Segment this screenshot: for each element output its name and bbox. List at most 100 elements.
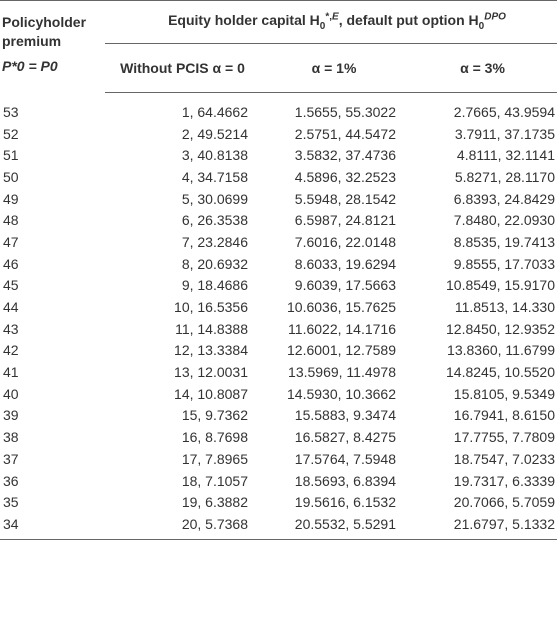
header-premium-symbol: P*0 = P0 (2, 58, 58, 74)
premium-cell: 39 (3, 407, 19, 424)
header-col-without-pcis-label: Without PCIS α = 0 (120, 60, 245, 76)
header-policyholder-premium-label: Policyholder premium (2, 14, 87, 49)
alpha-3-cell: 6.8393, 24.8429 (453, 190, 555, 207)
alpha-3-cell: 10.8549, 15.9170 (446, 277, 555, 294)
alpha-1-cell: 16.5827, 8.4275 (294, 429, 396, 446)
premium-cell: 44 (3, 299, 19, 316)
table-row: 41 13, 12.0031 13.5969, 11.4978 14.8245, 10… (0, 361, 557, 383)
premium-cell: 34 (0, 513, 105, 540)
header-col-alpha-3-label: α = 3% (460, 60, 505, 76)
alpha-3-cell: 8.8535, 19.7413 (453, 233, 555, 250)
premium-cell: 48 (3, 212, 19, 229)
alpha-3-cell: 13.8360, 11.6799 (447, 342, 555, 359)
without-pcis-cell: 1, 64.4662 (181, 103, 248, 120)
alpha-3-cell: 12.8450, 12.9352 (446, 320, 555, 337)
table-row: 49 5, 30.0699 5.5948, 28.1542 6.8393, 24.84… (0, 188, 557, 210)
premium-cell: 37 (3, 450, 19, 467)
without-pcis-cell: 10, 16.5356 (174, 299, 248, 316)
table-row: 44 10, 16.5356 10.6036, 15.7625 11.8513, 14… (0, 296, 557, 318)
alpha-1-cell: 8.6033, 19.6294 (294, 255, 396, 272)
table-body: 53 1, 64.4662 1.5655, 55.3022 2.7665, 43.95… (0, 93, 557, 540)
without-pcis-cell: 7, 23.2846 (181, 233, 248, 250)
table-row: 38 16, 8.7698 16.5827, 8.4275 17.7755, 7.78… (0, 426, 557, 448)
alpha-1-cell: 12.6001, 12.7589 (287, 342, 396, 359)
premium-cell: 47 (3, 233, 19, 250)
without-pcis-cell: 19, 6.3882 (181, 494, 248, 511)
premium-cell: 40 (3, 385, 19, 402)
without-pcis-cell: 16, 8.7698 (181, 429, 248, 446)
premium-cell: 45 (3, 277, 19, 294)
without-pcis-cell: 17, 7.8965 (181, 450, 248, 467)
alpha-1-cell: 14.5930, 10.3662 (287, 385, 396, 402)
table-row: 36 18, 7.1057 18.5693, 6.8394 19.7317, 6.33… (0, 470, 557, 492)
alpha-1-cell: 2.5751, 44.5472 (294, 125, 396, 142)
alpha-3-cell: 21.6797, 5.1332 (408, 513, 557, 540)
premium-cell: 35 (3, 494, 19, 511)
without-pcis-cell: 3, 40.8138 (181, 147, 248, 164)
table-row: 46 8, 20.6932 8.6033, 19.6294 9.8555, 17.70… (0, 253, 557, 275)
table-row: 47 7, 23.2846 7.6016, 22.0148 8.8535, 19.74… (0, 231, 557, 253)
table-row: 34 20, 5.7368 20.5532, 5.5291 21.6797, 5.13… (0, 513, 557, 540)
alpha-1-cell: 13.5969, 11.4978 (288, 364, 396, 381)
without-pcis-cell: 8, 20.6932 (181, 255, 248, 272)
table-row: 50 4, 34.7158 4.5896, 32.2523 5.8271, 28.11… (0, 166, 557, 188)
without-pcis-cell: 13, 12.0031 (174, 364, 248, 381)
alpha-1-cell: 10.6036, 15.7625 (287, 299, 396, 316)
alpha-3-cell: 17.7755, 7.7809 (453, 429, 555, 446)
table-row: 53 1, 64.4662 1.5655, 55.3022 2.7665, 43.95… (0, 93, 557, 123)
without-pcis-cell: 2, 49.5214 (181, 125, 248, 142)
table-row: 51 3, 40.8138 3.5832, 37.4736 4.8111, 32.11… (0, 144, 557, 166)
alpha-3-cell: 19.7317, 6.3339 (453, 472, 555, 489)
header-group-title: Equity holder capital H0*,E, default put… (105, 0, 557, 44)
table-row: 40 14, 10.8087 14.5930, 10.3662 15.8105, 9.… (0, 383, 557, 405)
alpha-3-cell: 11.8513, 14.330 (454, 299, 555, 316)
alpha-3-cell: 4.8111, 32.1141 (456, 147, 555, 164)
alpha-3-cell: 16.7941, 8.6150 (453, 407, 555, 424)
premium-cell: 42 (3, 342, 19, 359)
alpha-3-cell: 7.8480, 22.0930 (453, 212, 555, 229)
premium-cell: 52 (3, 125, 19, 142)
table-row: 35 19, 6.3882 19.5616, 6.1532 20.7066, 5.70… (0, 491, 557, 513)
table-row: 42 12, 13.3384 12.6001, 12.7589 13.8360, 11… (0, 340, 557, 362)
table-row: 37 17, 7.8965 17.5764, 7.5948 18.7547, 7.02… (0, 448, 557, 470)
alpha-3-cell: 15.8105, 9.5349 (453, 385, 555, 402)
without-pcis-cell: 18, 7.1057 (181, 472, 248, 489)
alpha-3-cell: 14.8245, 10.5520 (446, 364, 555, 381)
alpha-1-cell: 15.5883, 9.3474 (294, 407, 396, 424)
alpha-3-cell: 5.8271, 28.1170 (454, 168, 555, 185)
header-col-alpha-1: α = 1% (260, 43, 408, 93)
without-pcis-cell: 14, 10.8087 (174, 385, 248, 402)
alpha-1-cell: 20.5532, 5.5291 (260, 513, 408, 540)
table-row: 45 9, 18.4686 9.6039, 17.5663 10.8549, 15.9… (0, 275, 557, 297)
alpha-1-cell: 11.6022, 14.1716 (288, 320, 396, 337)
alpha-1-cell: 18.5693, 6.8394 (294, 472, 396, 489)
header-col-without-pcis: Without PCIS α = 0 (105, 43, 260, 93)
without-pcis-cell: 6, 26.3538 (181, 212, 248, 229)
header-policyholder-premium: Policyholder premium P*0 = P0 (0, 1, 105, 93)
alpha-1-cell: 6.5987, 24.8121 (294, 212, 396, 229)
without-pcis-cell: 11, 14.8388 (175, 320, 248, 337)
alpha-3-cell: 18.7547, 7.0233 (453, 450, 555, 467)
header-col-alpha-1-label: α = 1% (311, 60, 357, 76)
table-row: 39 15, 9.7362 15.5883, 9.3474 16.7941, 8.61… (0, 405, 557, 427)
premium-cell: 50 (3, 168, 19, 185)
header-col-alpha-3: α = 3% (408, 43, 557, 93)
without-pcis-cell: 20, 5.7368 (105, 513, 260, 540)
premium-cell: 43 (3, 320, 19, 337)
alpha-3-cell: 20.7066, 5.7059 (453, 494, 555, 511)
results-table: Policyholder premium P*0 = P0 Equity hol… (0, 0, 557, 540)
alpha-1-cell: 5.5948, 28.1542 (294, 190, 396, 207)
premium-cell: 46 (3, 255, 19, 272)
alpha-1-cell: 7.6016, 22.0148 (294, 233, 396, 250)
without-pcis-cell: 9, 18.4686 (181, 277, 248, 294)
without-pcis-cell: 4, 34.7158 (181, 168, 248, 185)
alpha-3-cell: 9.8555, 17.7033 (453, 255, 555, 272)
table-row: 48 6, 26.3538 6.5987, 24.8121 7.8480, 22.09… (0, 209, 557, 231)
alpha-1-cell: 1.5655, 55.3022 (294, 103, 396, 120)
alpha-1-cell: 19.5616, 6.1532 (294, 494, 396, 511)
without-pcis-cell: 5, 30.0699 (181, 190, 248, 207)
header-group-title-text: Equity holder capital H0*,E, default put… (168, 11, 506, 33)
table-header: Policyholder premium P*0 = P0 Equity hol… (0, 0, 557, 93)
without-pcis-cell: 15, 9.7362 (181, 407, 248, 424)
